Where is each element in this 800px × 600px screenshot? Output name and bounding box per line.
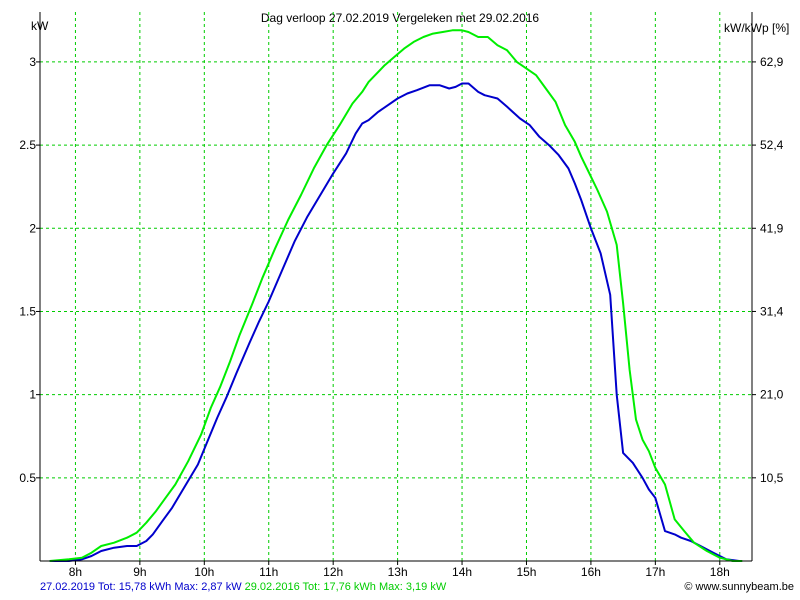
series1-summary: 27.02.2019 Tot: 15,78 kWh Max: 2,87 kW xyxy=(40,581,242,593)
y-tick-label-left: 1 xyxy=(29,388,36,402)
x-tick-label: 10h xyxy=(194,565,214,579)
series-line-2 xyxy=(49,29,743,562)
y-tick-label-left: 0.5 xyxy=(19,471,36,485)
series-line-1 xyxy=(49,82,740,562)
x-tick-label: 12h xyxy=(323,565,343,579)
chart-title: Dag verloop 27.02.2019 Vergeleken met 29… xyxy=(260,11,540,25)
grid xyxy=(40,12,752,561)
x-tick-label: 16h xyxy=(581,565,601,579)
x-tick-label: 15h xyxy=(516,565,536,579)
x-tick-label: 13h xyxy=(388,565,408,579)
y-tick-label-right: 10,5 xyxy=(760,471,784,485)
y-tick-label-right: 31,4 xyxy=(760,304,784,318)
series2-summary: 29.02.2016 Tot: 17,76 kWh Max: 3,19 kW xyxy=(244,581,447,593)
y-tick-label-right: 41,9 xyxy=(760,221,784,235)
y-tick-label-left: 2 xyxy=(29,221,36,235)
x-tick-label: 11h xyxy=(259,565,278,579)
x-tick-label: 9h xyxy=(133,565,146,579)
y-tick-label-right: 21,0 xyxy=(760,388,784,402)
y-tick-label-left: 3 xyxy=(29,55,36,69)
x-tick-label: 8h xyxy=(69,565,82,579)
y-tick-label-left: 2.5 xyxy=(19,138,36,152)
axes xyxy=(36,12,756,565)
series-group xyxy=(49,29,743,562)
credit-link[interactable]: © www.sunnybeam.be xyxy=(684,581,794,593)
footer-summary: 27.02.2019 Tot: 15,78 kWh Max: 2,87 kW 2… xyxy=(40,580,446,594)
right-axis-unit: kW/kWp [%] xyxy=(724,21,790,35)
x-tick-label: 18h xyxy=(710,565,730,579)
tick-labels: 8h 9h 10h 11h 12h 13h 14h 15h 16h 17h 18h 0.5 10,5 1 2… xyxy=(19,55,783,579)
x-tick-label: 14h xyxy=(452,565,472,579)
y-tick-label-left: 1.5 xyxy=(19,304,36,318)
y-tick-label-right: 52,4 xyxy=(760,138,784,152)
y-tick-label-right: 62,9 xyxy=(760,55,784,69)
x-tick-label: 17h xyxy=(645,565,665,579)
